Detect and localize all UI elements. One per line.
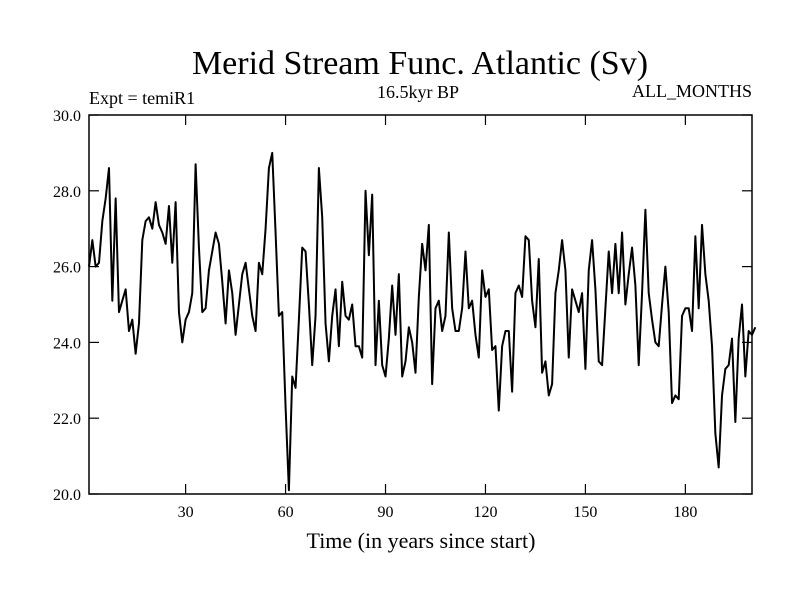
x-tick-label: 120 [473,504,497,521]
series-layer [88,151,757,492]
x-tick-label: 90 [378,504,394,521]
experiment-label: Expt = temiR1 [89,88,195,108]
y-tick-label: 30.0 [53,108,81,125]
x-tick-label: 180 [673,504,697,521]
y-tick-label: 28.0 [53,184,81,201]
y-tick-label: 24.0 [53,335,81,352]
axes [88,114,753,495]
plot-frame [88,114,753,495]
series-line [88,151,757,492]
months-label: ALL_MONTHS [632,81,752,101]
chart-title: Merid Stream Func. Atlantic (Sv) [192,45,648,82]
tick-labels: 30 60 90 120 150 180 20.0 22.0 24.0 26.0 28.0 30.0 [53,108,697,521]
y-tick-label: 26.0 [53,260,81,277]
x-axis-label: Time (in years since start) [307,528,536,553]
x-tick-label: 150 [573,504,597,521]
period-label: 16.5kyr BP [377,82,459,102]
x-tick-label: 60 [278,504,294,521]
x-tick-label: 30 [178,504,194,521]
axis-ticks [89,114,752,495]
y-tick-label: 20.0 [53,487,81,504]
y-tick-label: 22.0 [53,411,81,428]
